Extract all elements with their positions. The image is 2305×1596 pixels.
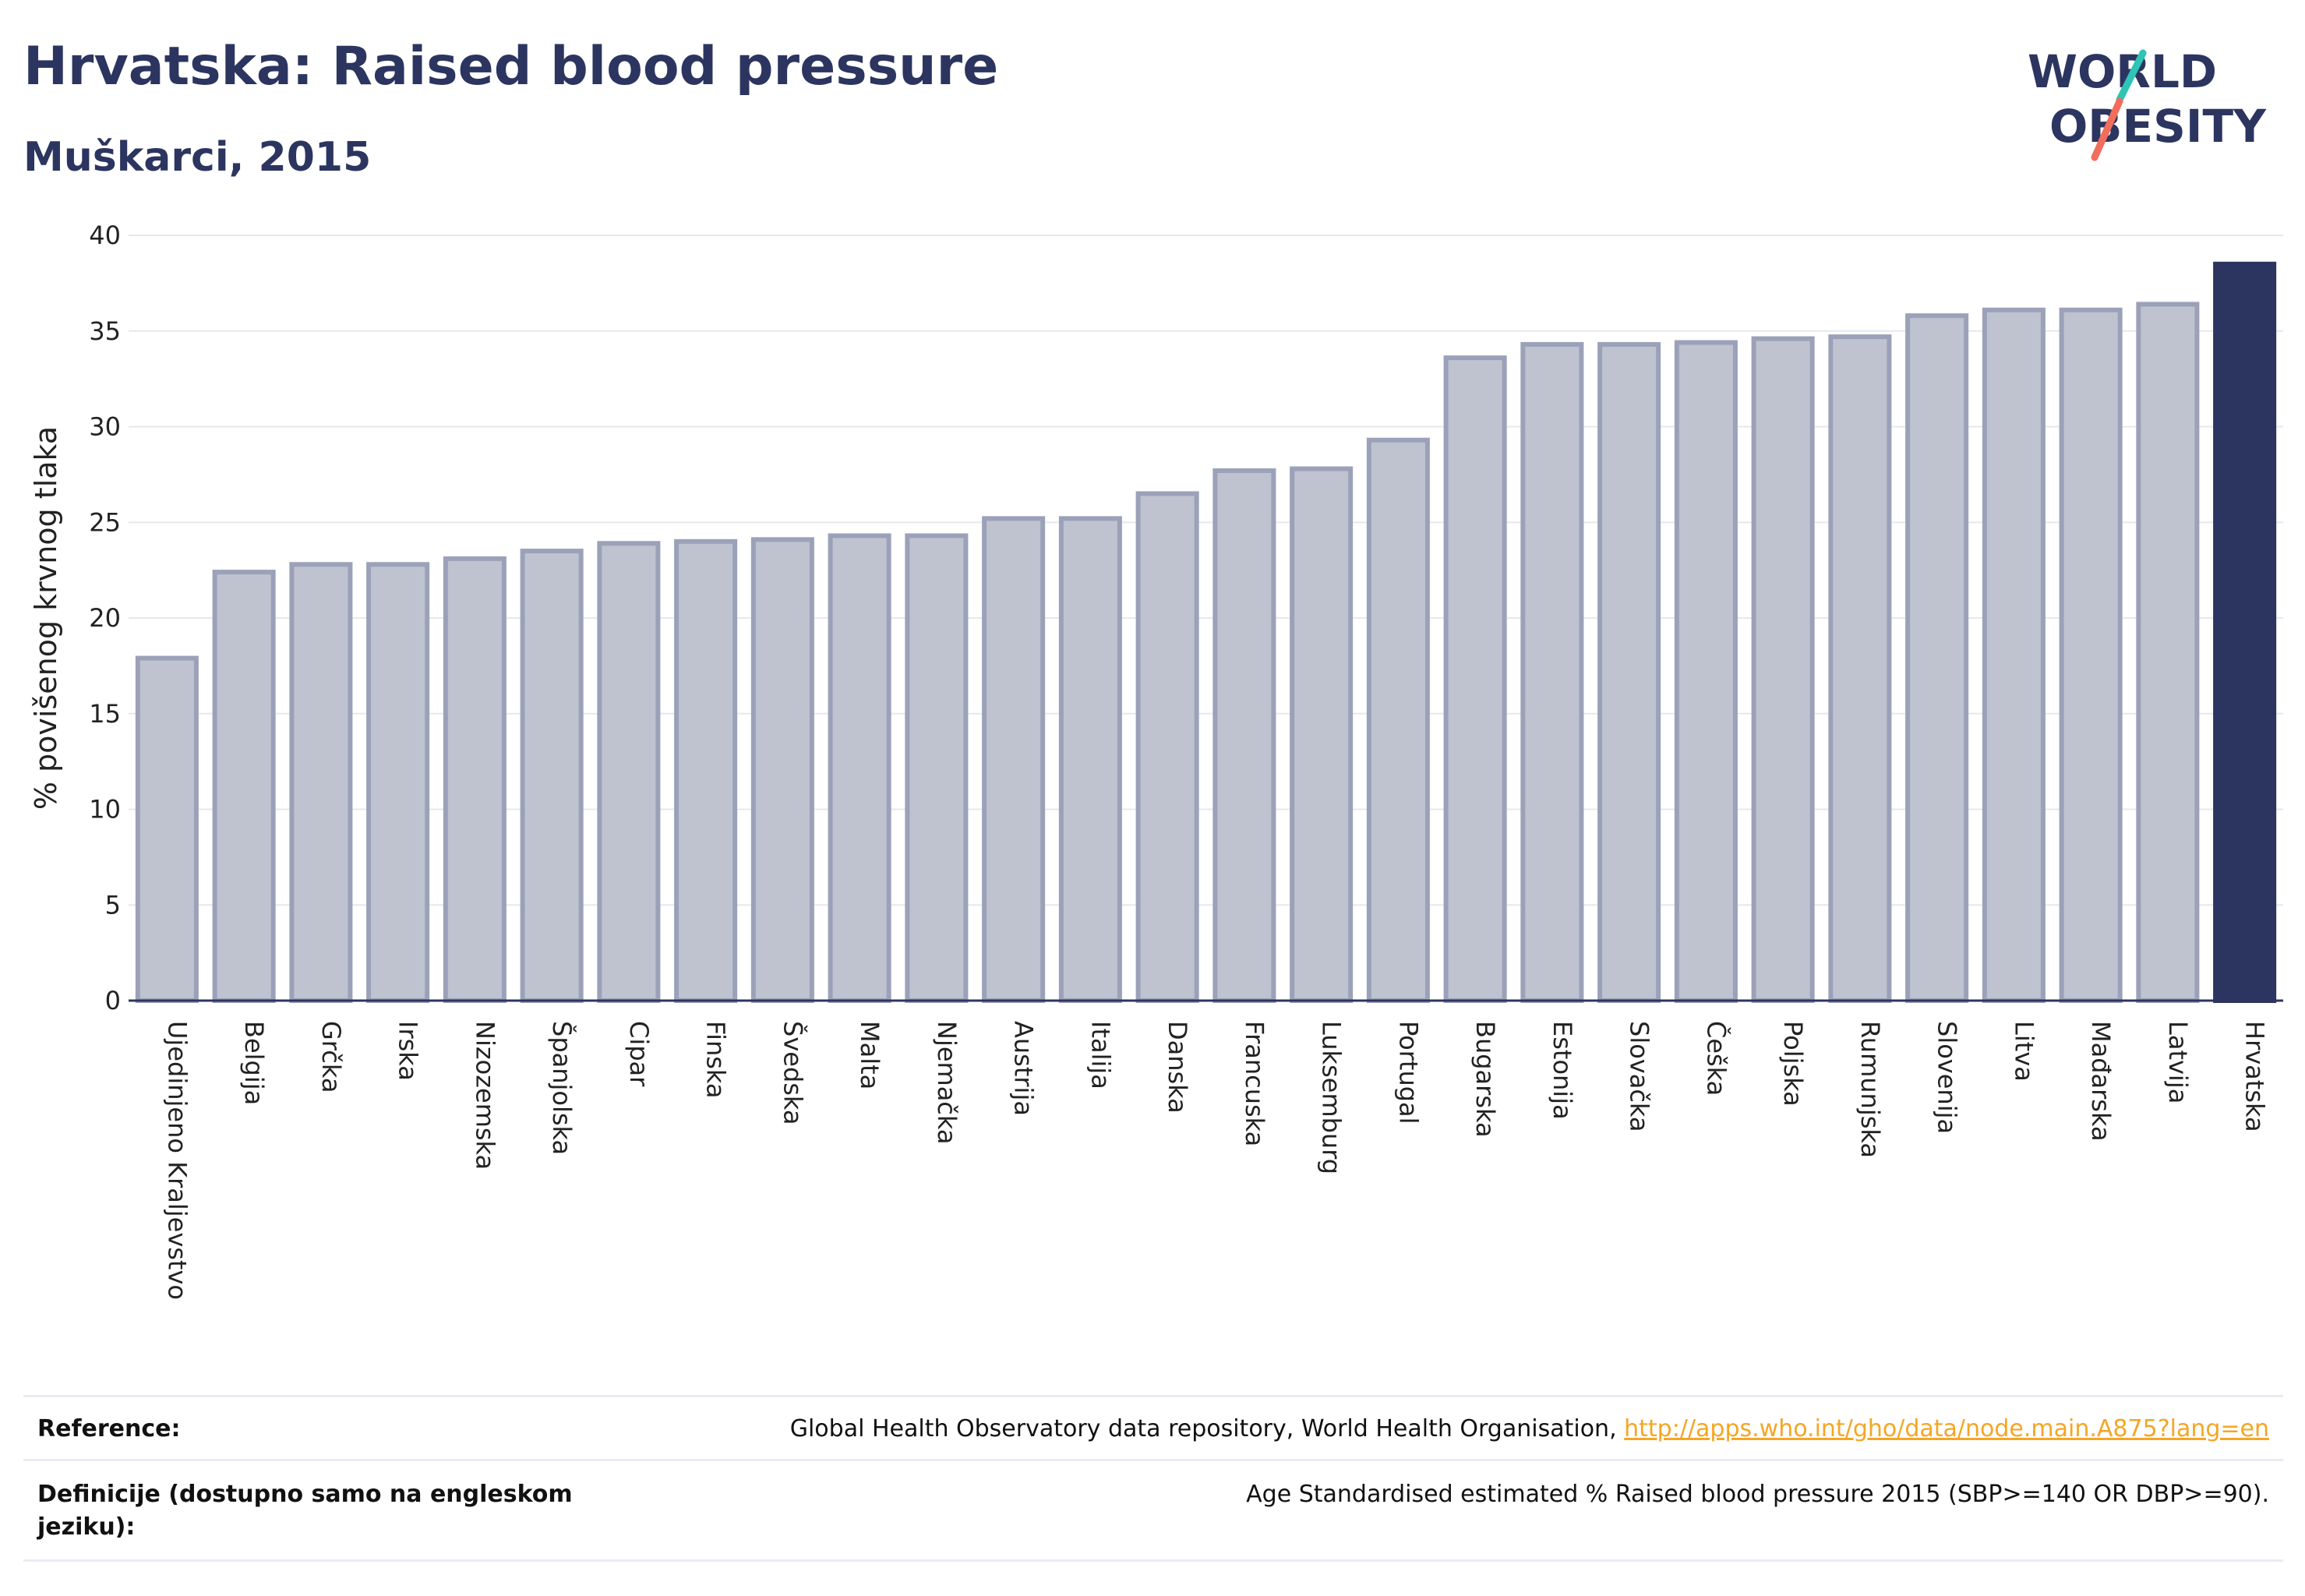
- definition-label: Definicije (dostupno samo na engleskom j…: [37, 1481, 573, 1541]
- x-category-label-7: Finska: [701, 1021, 731, 1099]
- bar-13: [1135, 491, 1199, 1003]
- reference-label: Reference:: [37, 1415, 181, 1442]
- bar-3: [366, 562, 430, 1003]
- x-category-label-11: Austrija: [1009, 1021, 1039, 1116]
- x-category-label-3: Irska: [394, 1021, 423, 1081]
- bar-9: [828, 533, 891, 1003]
- reference-text: Global Health Observatory data repositor…: [789, 1415, 1625, 1442]
- x-category-label-18: Estonija: [1548, 1021, 1577, 1120]
- bar-2: [289, 562, 353, 1003]
- bar-6: [597, 541, 661, 1003]
- world-obesity-logo: WORLD OBESITY: [2028, 45, 2267, 161]
- footer-reference-row: Reference: Global Health Observatory dat…: [23, 1395, 2283, 1461]
- x-category-label-21: Poljska: [1778, 1021, 1808, 1107]
- y-tick-label-25: 25: [89, 507, 121, 537]
- bar-4: [443, 556, 507, 1003]
- x-category-label-6: Cipar: [624, 1021, 654, 1087]
- y-tick-label-10: 10: [89, 795, 121, 824]
- logo-slash-teal: [2116, 49, 2147, 104]
- bar-19: [1597, 341, 1661, 1003]
- x-category-label-14: Francuska: [1240, 1021, 1269, 1146]
- bar-17: [1443, 355, 1507, 1003]
- bar-24: [1982, 307, 2046, 1003]
- x-axis-categories: Ujedinjeno Kraljevstvo Belgija Grčka Irska N…: [162, 1021, 2269, 1300]
- footer-definition-row: Definicije (dostupno samo na engleskom j…: [23, 1459, 2283, 1562]
- reference-link[interactable]: http://apps.who.int/gho/data/node.main.A…: [1624, 1415, 2269, 1442]
- x-category-label-0: Ujedinjeno Kraljevstvo: [162, 1021, 192, 1300]
- x-category-label-5: Španjolska: [547, 1021, 577, 1155]
- bar-20: [1674, 340, 1738, 1004]
- x-category-label-27: Hrvatska: [2240, 1021, 2270, 1132]
- definition-value: Age Standardised estimated % Raised bloo…: [1246, 1481, 2269, 1508]
- x-category-label-20: Češka: [1701, 1021, 1731, 1096]
- logo-slash-coral: [2091, 97, 2123, 161]
- bar-23: [1905, 313, 1969, 1003]
- x-category-label-22: Rumunjska: [1855, 1021, 1885, 1158]
- y-tick-label-35: 35: [89, 316, 121, 346]
- y-tick-label-5: 5: [105, 890, 121, 920]
- bar-18: [1520, 341, 1584, 1003]
- x-category-label-2: Grčka: [316, 1021, 346, 1093]
- bar-5: [520, 549, 584, 1003]
- bar-16: [1366, 437, 1430, 1003]
- logo-line2: OBESITY: [2049, 100, 2267, 153]
- bar-14: [1213, 468, 1276, 1003]
- x-category-label-26: Latvija: [2163, 1021, 2193, 1103]
- x-category-label-10: Njemačka: [932, 1021, 962, 1144]
- x-category-label-25: Mađarska: [2086, 1021, 2116, 1142]
- x-category-label-17: Bugarska: [1470, 1021, 1500, 1138]
- y-tick-label-0: 0: [105, 986, 121, 1015]
- bar-1: [212, 570, 276, 1003]
- chart-subtitle: Muškarci, 2015: [23, 134, 372, 181]
- y-tick-label-15: 15: [89, 699, 121, 729]
- bar-27: [2213, 261, 2277, 1003]
- bar-12: [1058, 516, 1122, 1003]
- x-category-label-8: Švedska: [778, 1021, 808, 1125]
- bar-25: [2059, 307, 2123, 1003]
- x-category-label-24: Litva: [2009, 1021, 2038, 1082]
- x-category-label-16: Portugal: [1393, 1021, 1423, 1125]
- x-category-label-9: Malta: [855, 1021, 884, 1089]
- chart-title: Hrvatska: Raised blood pressure: [23, 36, 999, 97]
- x-category-label-23: Slovenija: [1933, 1021, 1962, 1134]
- y-axis-label: % povišenog krvnog tlaka: [29, 426, 63, 810]
- bar-21: [1751, 336, 1815, 1003]
- bar-15: [1290, 466, 1354, 1003]
- y-tick-label-30: 30: [89, 412, 121, 442]
- x-category-label-1: Belgija: [239, 1021, 269, 1105]
- bar-26: [2136, 302, 2200, 1003]
- x-category-label-12: Italija: [1085, 1021, 1115, 1089]
- bar-22: [1828, 334, 1892, 1003]
- y-tick-label-20: 20: [89, 603, 121, 633]
- y-tick-label-40: 40: [89, 221, 121, 250]
- reference-value: Global Health Observatory data repositor…: [790, 1413, 2269, 1446]
- x-category-label-13: Danska: [1163, 1021, 1192, 1114]
- bars: [135, 261, 2277, 1004]
- bar-0: [135, 655, 199, 1003]
- bar-7: [674, 538, 738, 1003]
- y-axis-ticks: 0 5 10 15 20 25 30 35 40: [89, 221, 121, 1015]
- x-category-label-4: Nizozemska: [470, 1021, 499, 1170]
- bar-10: [905, 533, 969, 1003]
- bar-8: [750, 537, 814, 1003]
- x-category-label-15: Luksemburg: [1317, 1021, 1347, 1174]
- bar-11: [982, 516, 1046, 1003]
- bar-chart: 0 5 10 15 20 25 30 35 40 Ujedinjeno Kraljevstvo B…: [29, 221, 2283, 1300]
- x-category-label-19: Slovačka: [1625, 1021, 1654, 1132]
